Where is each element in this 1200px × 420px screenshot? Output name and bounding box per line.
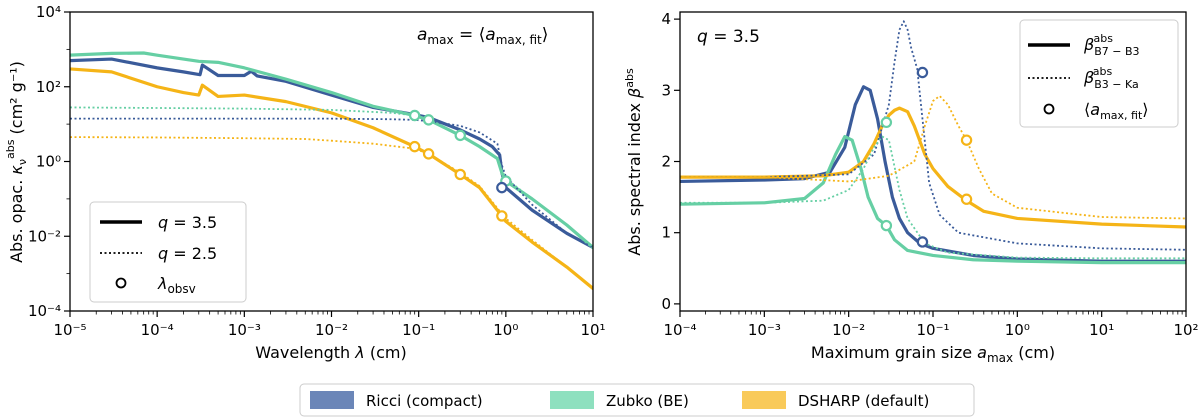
- left-series-line-3: [70, 117, 593, 249]
- left-marker-0: [408, 109, 421, 122]
- bottom-legend-swatch-zubko: [550, 391, 594, 409]
- left-ytick-label-2: 10⁰: [36, 153, 61, 171]
- right-series-group: [680, 20, 1186, 265]
- left-markers-group: [408, 109, 512, 222]
- right-annotation: q = 3.5: [697, 27, 760, 47]
- left-marker-5: [408, 140, 421, 153]
- right-marker-0: [916, 66, 929, 79]
- right-ticks-group: 10⁻⁴ 10⁻³ 10⁻² 10⁻¹ 10⁰ 10¹ 10² 0 1 2 3 4: [661, 10, 1198, 339]
- right-series-line-1: [680, 134, 1186, 265]
- right-series-line-4: [680, 135, 1186, 260]
- right-marker-5: [960, 193, 973, 205]
- left-xtick-label-0: 10⁻⁵: [53, 321, 86, 339]
- left-ylabel: Abs. opac. κνabs (cm² g⁻¹): [4, 61, 29, 263]
- right-ytick-label-1: 1: [661, 224, 671, 242]
- left-xtick-label-1: 10⁻⁴: [141, 321, 174, 339]
- left-marker-2: [454, 129, 466, 142]
- left-xtick-label-2: 10⁻³: [228, 321, 261, 339]
- right-markers-group: [880, 66, 973, 248]
- left-legend-label-marker: λobsv: [157, 274, 196, 296]
- right-xlabel: Maximum grain size amax (cm): [811, 343, 1055, 365]
- left-series-line-4: [70, 106, 593, 249]
- left-legend-marker-swatch: [115, 277, 127, 289]
- right-legend-marker-swatch: [1043, 103, 1055, 115]
- left-annotation: amax = ⟨amax, fit⟩: [417, 25, 548, 47]
- left-legend-label-solid: q = 3.5: [158, 213, 217, 232]
- right-ytick-label-0: 0: [661, 295, 671, 313]
- right-xtick-label-0: 10⁻⁴: [663, 321, 696, 339]
- left-xtick-label-4: 10⁻¹: [402, 321, 435, 339]
- right-marker-2: [880, 116, 893, 129]
- left-legend: q = 3.5 q = 2.5 λobsv: [89, 201, 247, 303]
- bottom-legend: Ricci (compact) Zubko (BE) DSHARP (defau…: [299, 383, 975, 417]
- right-marker-4: [960, 134, 973, 146]
- left-marker-6: [422, 148, 435, 160]
- left-ytick-label-3: 10²: [36, 78, 61, 96]
- right-xtick-label-4: 10⁰: [1005, 321, 1030, 339]
- left-xlabel: Wavelength λ (cm): [255, 343, 406, 362]
- bottom-legend-swatch-dsharp: [742, 391, 786, 409]
- bottom-legend-label-dsharp: DSHARP (default): [798, 392, 929, 410]
- right-panel: 10⁻⁴ 10⁻³ 10⁻² 10⁻¹ 10⁰ 10¹ 10² 0 1 2 3 4 q = 3.5 β…: [623, 10, 1199, 365]
- right-xtick-label-2: 10⁻²: [832, 321, 865, 339]
- right-xtick-label-5: 10¹: [1089, 321, 1114, 339]
- right-xtick-label-3: 10⁻¹: [916, 321, 949, 339]
- bottom-legend-box: [299, 383, 975, 417]
- left-marker-1: [422, 114, 435, 126]
- right-marker-1: [916, 236, 929, 248]
- right-series-line-0: [680, 85, 1186, 263]
- right-marker-3: [880, 219, 893, 232]
- bottom-legend-label-zubko: Zubko (BE): [606, 392, 689, 410]
- left-marker-7: [454, 168, 466, 181]
- left-marker-8: [496, 210, 508, 222]
- right-series-line-3: [680, 20, 1186, 251]
- left-xtick-label-3: 10⁻²: [315, 321, 348, 339]
- right-legend-label-dotted: βB3 − Kaabs: [1083, 65, 1139, 91]
- right-ylabel: Abs. spectral index βabs: [623, 68, 644, 256]
- right-ytick-label-2: 2: [661, 153, 671, 171]
- left-xtick-label-6: 10¹: [580, 321, 605, 339]
- left-legend-label-dotted: q = 2.5: [158, 244, 217, 263]
- right-legend: βB7 − B3abs βB3 − Kaabs ⟨amax, fit⟩: [1019, 19, 1179, 128]
- left-panel: 10⁻⁵ 10⁻⁴ 10⁻³ 10⁻² 10⁻¹ 10⁰ 10¹10⁻⁴10⁻²10⁰10²…: [4, 3, 606, 362]
- right-xtick-label-1: 10⁻³: [748, 321, 781, 339]
- left-xtick-label-5: 10⁰: [493, 321, 518, 339]
- left-ytick-label-4: 10⁴: [36, 3, 61, 21]
- bottom-legend-label-ricci: Ricci (compact): [366, 392, 483, 410]
- right-ytick-label-4: 4: [661, 10, 671, 28]
- left-legend-box: [89, 201, 247, 303]
- right-xtick-label-6: 10²: [1173, 321, 1198, 339]
- right-series-line-2: [680, 106, 1186, 229]
- left-ytick-label-0: 10⁻⁴: [28, 302, 61, 320]
- right-ytick-label-3: 3: [661, 81, 671, 99]
- left-ytick-label-1: 10⁻²: [28, 227, 61, 245]
- left-ticks-group: 10⁻⁵ 10⁻⁴ 10⁻³ 10⁻² 10⁻¹ 10⁰ 10¹10⁻⁴10⁻²10⁰10²…: [28, 3, 606, 339]
- bottom-legend-swatch-ricci: [310, 391, 354, 409]
- left-marker-4: [496, 181, 508, 194]
- right-legend-label-solid: βB7 − B3abs: [1083, 32, 1140, 58]
- right-series-line-5: [680, 95, 1186, 220]
